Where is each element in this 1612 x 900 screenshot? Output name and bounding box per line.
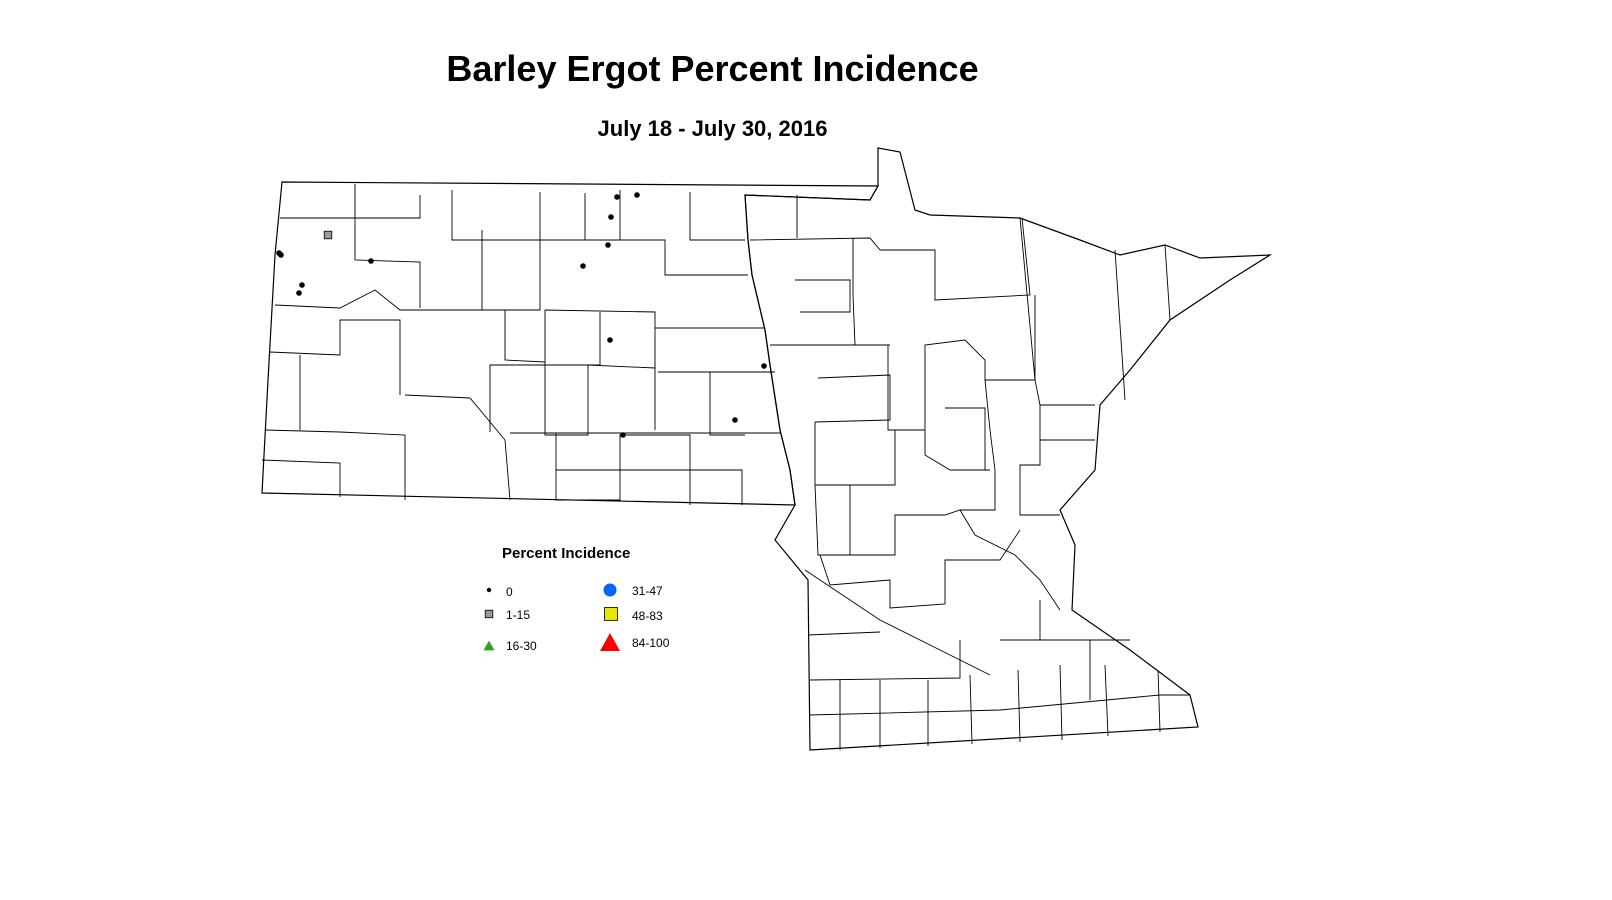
legend-symbols xyxy=(483,583,620,651)
observation-point xyxy=(296,290,302,296)
legend-title: Percent Incidence xyxy=(502,545,631,562)
observation-point xyxy=(608,214,614,220)
legend-label: 48-83 xyxy=(632,609,663,623)
legend-symbol-triangle xyxy=(483,640,495,651)
map-title: Barley Ergot Percent Incidence xyxy=(446,48,979,89)
observation-point xyxy=(732,417,738,423)
observation-point xyxy=(323,230,333,240)
legend-symbol-square xyxy=(604,607,618,621)
legend-label: 0 xyxy=(506,585,513,599)
observation-point xyxy=(761,363,767,369)
legend-label: 1-15 xyxy=(506,608,531,622)
observation-point xyxy=(299,282,305,288)
observation-point xyxy=(580,263,586,269)
observation-point xyxy=(368,258,374,264)
observation-point xyxy=(277,251,283,257)
minnesota-outline xyxy=(744,147,1273,751)
observation-points xyxy=(276,192,767,438)
legend-symbol-circle xyxy=(603,583,617,597)
legend-label: 16-30 xyxy=(506,639,537,653)
observation-point xyxy=(605,242,611,248)
county-lines xyxy=(261,184,1190,750)
legend-symbol-triangle xyxy=(600,633,620,651)
observation-point xyxy=(620,432,626,438)
legend-label: 31-47 xyxy=(632,584,663,598)
state-boundaries xyxy=(261,147,1273,751)
observation-point xyxy=(634,192,640,198)
map-subtitle: July 18 - July 30, 2016 xyxy=(597,116,828,141)
legend-label: 84-100 xyxy=(632,636,670,650)
legend-symbol-dot xyxy=(486,587,492,593)
observation-point xyxy=(614,194,620,200)
observation-point xyxy=(607,337,613,343)
legend-symbol-square xyxy=(484,609,494,619)
north-dakota-outline xyxy=(261,181,880,506)
